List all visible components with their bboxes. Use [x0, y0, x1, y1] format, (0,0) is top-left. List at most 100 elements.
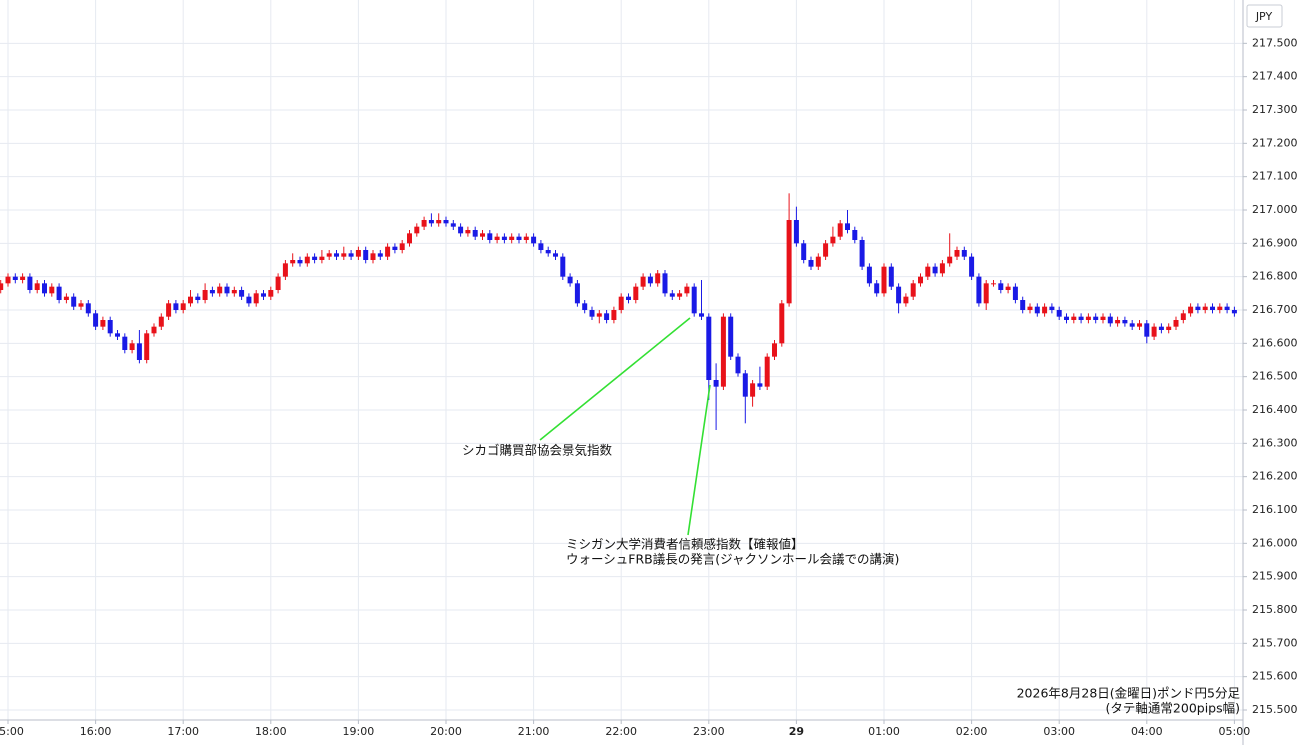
candle-body: [1224, 306, 1230, 310]
y-tick-label: 216.900: [1252, 236, 1298, 249]
candle-body: [1115, 320, 1121, 324]
candle-body: [691, 286, 697, 314]
candle-body: [669, 293, 675, 297]
candle-body: [363, 250, 369, 260]
candle-body: [939, 263, 945, 274]
candle-body: [1195, 306, 1201, 310]
y-tick-label: 217.400: [1252, 70, 1298, 83]
candle-body: [837, 223, 843, 237]
candle-body: [823, 243, 829, 257]
candle-body: [1137, 323, 1142, 327]
y-tick-label: 217.300: [1252, 103, 1298, 116]
candle-body: [896, 286, 902, 304]
candle-body: [107, 320, 113, 334]
candle-body: [341, 253, 347, 257]
candle-body: [596, 313, 602, 317]
candle-body: [487, 233, 493, 240]
x-tick-label: 17:00: [167, 725, 199, 738]
candle-body: [553, 253, 558, 257]
candle-body: [961, 250, 967, 257]
x-tick-label: 19:00: [343, 725, 375, 738]
candle-body: [859, 240, 865, 267]
candle-body: [1056, 310, 1062, 317]
candle-body: [852, 230, 858, 240]
candle-body: [100, 320, 106, 327]
y-tick-label: 216.500: [1252, 370, 1298, 383]
candle-body: [421, 220, 427, 227]
candle-body: [808, 260, 814, 267]
candle-body: [1042, 306, 1048, 314]
candle-body: [261, 293, 266, 297]
candle-body: [1158, 326, 1164, 330]
candle-body: [385, 246, 391, 257]
candle-body: [991, 283, 996, 285]
candle-body: [728, 316, 734, 357]
candle-body: [414, 226, 420, 234]
candle-body: [115, 333, 120, 337]
y-tick-label: 216.700: [1252, 303, 1298, 316]
candle-body: [845, 223, 850, 230]
candle-body: [647, 276, 653, 284]
annotation-leader: [687, 384, 711, 536]
x-tick-label: 21:00: [518, 725, 550, 738]
candle-body: [523, 236, 529, 240]
candle-body: [428, 220, 434, 224]
candle-body: [49, 286, 55, 294]
candle-body: [1027, 306, 1033, 310]
y-tick-label: 215.900: [1252, 570, 1298, 583]
candle-body: [531, 236, 537, 244]
candle-body: [947, 256, 953, 264]
candle-body: [888, 266, 894, 287]
y-tick-label: 215.700: [1252, 636, 1298, 649]
candle-body: [195, 296, 201, 300]
x-tick-label: 22:00: [605, 725, 637, 738]
candle-body: [34, 283, 40, 290]
candle-body: [611, 310, 617, 320]
candle-body: [976, 276, 982, 304]
annotation: ミシガン大学消費者信頼感指数【確報値】: [566, 537, 804, 552]
y-tick-label: 216.100: [1252, 503, 1298, 516]
candle-body: [443, 220, 449, 224]
candle-body: [633, 286, 639, 300]
candle-body: [567, 276, 573, 284]
candle-body: [706, 316, 712, 380]
candle-body: [472, 230, 478, 237]
candle-body: [282, 263, 288, 277]
y-tick-label: 217.200: [1252, 136, 1298, 149]
candle-body: [180, 303, 186, 310]
candle-body: [1166, 326, 1172, 330]
x-tick-label: 02:00: [956, 725, 988, 738]
candle-body: [370, 253, 376, 260]
candle-body: [297, 260, 303, 264]
candle-body: [815, 256, 821, 267]
candle-body: [202, 290, 208, 300]
candle-body: [764, 356, 770, 387]
candle-body: [1020, 300, 1026, 310]
candle-body: [20, 276, 26, 280]
candle-body: [918, 276, 923, 284]
candle-body: [27, 276, 33, 290]
annotation: シカゴ購買部協会景気指数: [462, 443, 613, 458]
candle-body: [618, 296, 624, 310]
candle-body: [560, 256, 566, 277]
candle-body: [757, 383, 763, 387]
candle-body: [188, 296, 193, 304]
candle-body: [983, 283, 989, 304]
candle-body: [582, 303, 588, 310]
candle-body: [334, 253, 339, 257]
candles: [0, 193, 1237, 430]
candle-body: [85, 303, 91, 314]
x-tick-label: 01:00: [868, 725, 900, 738]
x-tick-label: 29: [789, 725, 804, 738]
candle-body: [742, 373, 748, 397]
candle-body: [640, 276, 646, 287]
candle-body: [699, 313, 704, 317]
candle-body: [0, 283, 4, 290]
candle-body: [1231, 310, 1237, 314]
candle-body: [662, 273, 668, 294]
candle-body: [1188, 306, 1194, 314]
candle-body: [793, 220, 799, 244]
candle-body: [720, 316, 726, 387]
candle-body: [465, 230, 471, 234]
candle-body: [78, 303, 84, 307]
